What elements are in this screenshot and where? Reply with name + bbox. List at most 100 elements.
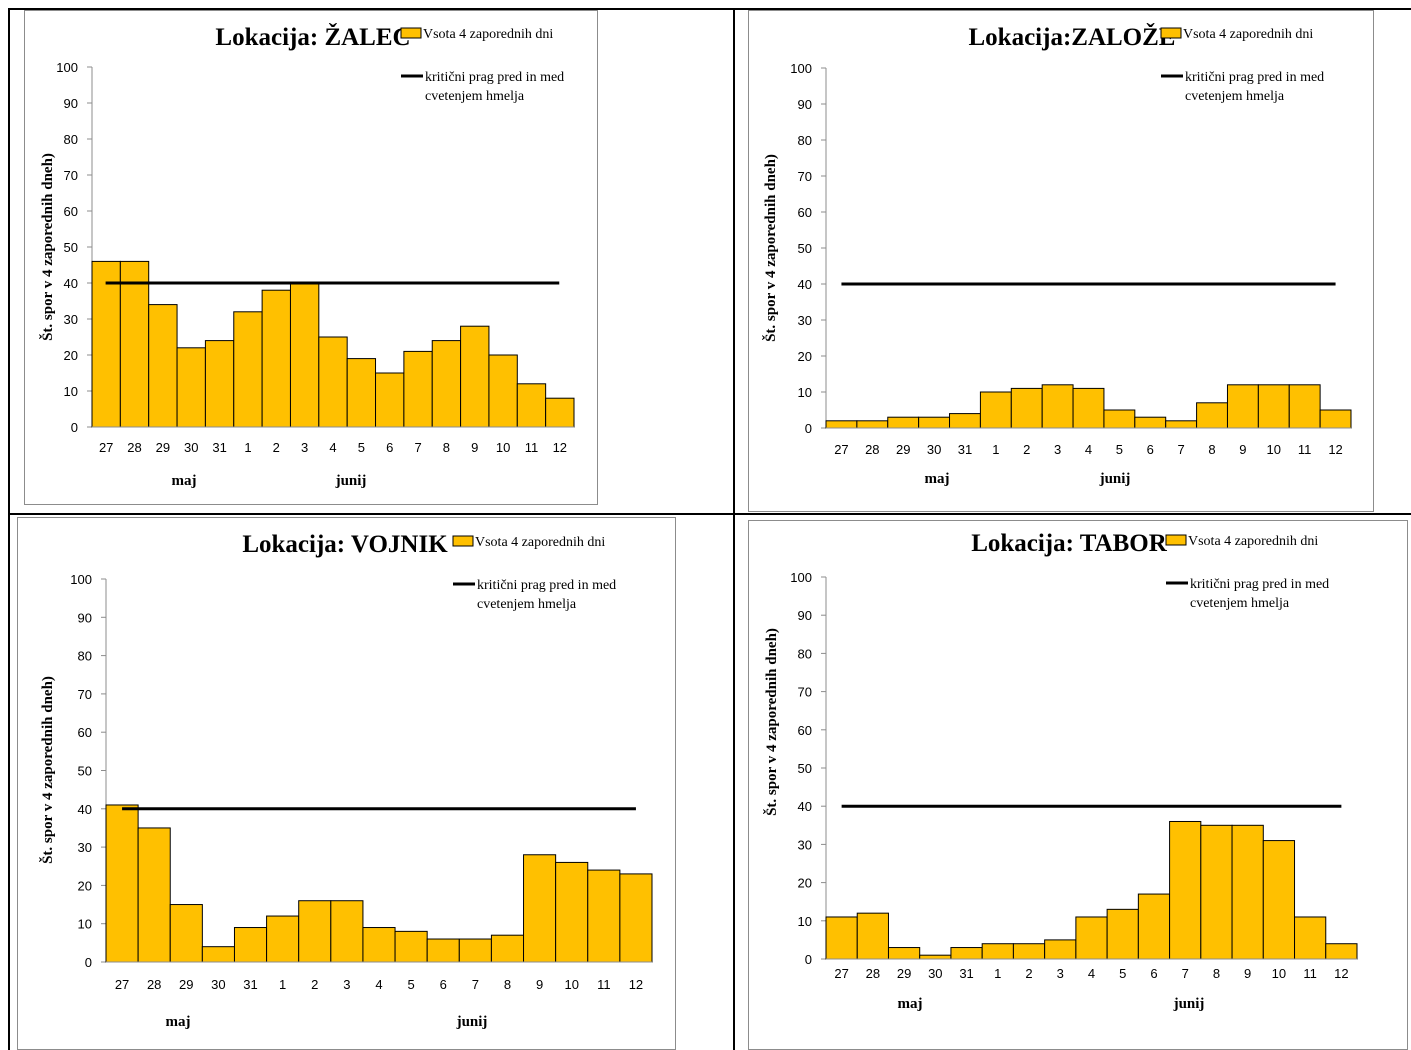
x-tick-label: 12 bbox=[553, 440, 567, 455]
y-tick-label: 10 bbox=[78, 917, 92, 932]
y-tick-label: 100 bbox=[790, 61, 812, 76]
bar bbox=[233, 311, 263, 428]
y-tick-label: 50 bbox=[78, 764, 92, 779]
y-axis-label: Št. spor v 4 zaporednih dneh) bbox=[39, 676, 56, 864]
legend-line-label: kritični prag pred in med bbox=[1190, 577, 1329, 592]
x-tick-label: 4 bbox=[1088, 966, 1095, 981]
y-tick-label: 40 bbox=[798, 799, 812, 814]
x-tick-label: 1 bbox=[244, 440, 251, 455]
bar bbox=[298, 900, 332, 963]
bar bbox=[1106, 908, 1139, 960]
legend-bar-swatch bbox=[452, 535, 474, 547]
bar bbox=[1257, 384, 1290, 429]
x-tick-label: 4 bbox=[1085, 442, 1092, 457]
bar bbox=[1231, 824, 1264, 960]
y-tick-label: 80 bbox=[64, 132, 78, 147]
bar bbox=[1010, 387, 1043, 429]
y-tick-label: 60 bbox=[64, 204, 78, 219]
x-tick-label: 12 bbox=[1334, 966, 1348, 981]
bar bbox=[488, 354, 518, 428]
chart-title: Lokacija:ZALOŽE bbox=[969, 23, 1176, 51]
table-divider-row bbox=[8, 513, 1411, 515]
x-tick-label: 8 bbox=[504, 977, 511, 992]
y-tick-label: 50 bbox=[64, 240, 78, 255]
y-axis-label: Št. spor v 4 zaporednih dneh) bbox=[39, 153, 56, 341]
x-tick-label: 6 bbox=[1150, 966, 1157, 981]
legend-bar-label: Vsota 4 zaporednih dni bbox=[1188, 534, 1318, 549]
x-tick-label: 29 bbox=[896, 442, 910, 457]
x-tick-label: 2 bbox=[1023, 442, 1030, 457]
y-tick-label: 20 bbox=[64, 348, 78, 363]
x-tick-label: 29 bbox=[156, 440, 170, 455]
x-tick-label: 29 bbox=[897, 966, 911, 981]
y-axis-label: Št. spor v 4 zaporednih dneh) bbox=[762, 154, 779, 342]
x-tick-label: 28 bbox=[866, 966, 880, 981]
x-tick-label: 4 bbox=[329, 440, 336, 455]
bar bbox=[460, 325, 490, 428]
legend-line-label: cvetenjem hmelja bbox=[1190, 596, 1290, 611]
y-tick-label: 100 bbox=[790, 570, 812, 585]
y-tick-label: 0 bbox=[71, 420, 78, 435]
y-tick-label: 60 bbox=[798, 205, 812, 220]
y-tick-label: 0 bbox=[805, 421, 812, 436]
bar bbox=[1044, 939, 1077, 960]
x-tick-label: 28 bbox=[147, 977, 161, 992]
x-tick-label: 30 bbox=[928, 966, 942, 981]
x-tick-label: 9 bbox=[1244, 966, 1251, 981]
x-tick-label: 31 bbox=[958, 442, 972, 457]
chart-title: Lokacija: ŽALEC bbox=[215, 23, 410, 51]
y-tick-label: 70 bbox=[78, 687, 92, 702]
y-tick-label: 90 bbox=[798, 97, 812, 112]
legend-line-label: kritični prag pred in med bbox=[477, 578, 616, 593]
chart-title: Lokacija: TABOR bbox=[971, 530, 1168, 557]
bar bbox=[1072, 387, 1105, 429]
bar bbox=[587, 869, 621, 963]
y-tick-label: 80 bbox=[798, 646, 812, 661]
y-tick-label: 40 bbox=[64, 276, 78, 291]
x-tick-label: 5 bbox=[1116, 442, 1123, 457]
y-axis-label: Št. spor v 4 zaporednih dneh) bbox=[763, 628, 780, 816]
legend-bar-label: Vsota 4 zaporednih dni bbox=[423, 27, 553, 42]
x-tick-label: 8 bbox=[1213, 966, 1220, 981]
table-border-left bbox=[8, 8, 10, 1050]
bar bbox=[261, 289, 291, 428]
legend-bar-label: Vsota 4 zaporednih dni bbox=[475, 535, 605, 550]
x-tick-label: 2 bbox=[311, 977, 318, 992]
x-tick-label: 11 bbox=[597, 977, 611, 992]
bar bbox=[1226, 384, 1259, 429]
x-tick-label: 10 bbox=[1272, 966, 1286, 981]
x-tick-label: 31 bbox=[212, 440, 226, 455]
table-border-top bbox=[8, 8, 1411, 10]
y-tick-label: 40 bbox=[798, 277, 812, 292]
x-tick-label: 11 bbox=[1298, 442, 1312, 457]
legend-line-label: kritični prag pred in med bbox=[1185, 70, 1324, 85]
legend-bar-label: Vsota 4 zaporednih dni bbox=[1183, 27, 1313, 42]
bar bbox=[856, 912, 889, 960]
bar bbox=[375, 372, 405, 428]
y-tick-label: 70 bbox=[64, 168, 78, 183]
x-tick-label: 6 bbox=[1147, 442, 1154, 457]
bar bbox=[394, 930, 428, 963]
x-tick-label: 5 bbox=[1119, 966, 1126, 981]
bar bbox=[1041, 384, 1074, 429]
x-tick-label: 9 bbox=[1239, 442, 1246, 457]
x-tick-label: 7 bbox=[1178, 442, 1185, 457]
month-label-junij: junij bbox=[1099, 471, 1131, 487]
bar bbox=[1169, 820, 1202, 960]
x-tick-label: 9 bbox=[471, 440, 478, 455]
y-tick-label: 30 bbox=[78, 840, 92, 855]
y-tick-label: 0 bbox=[805, 952, 812, 967]
y-tick-label: 30 bbox=[64, 312, 78, 327]
bar bbox=[289, 282, 320, 428]
chart-frame-tabor bbox=[748, 520, 1408, 1050]
x-tick-label: 6 bbox=[440, 977, 447, 992]
x-tick-label: 8 bbox=[443, 440, 450, 455]
x-tick-label: 30 bbox=[211, 977, 225, 992]
y-tick-label: 60 bbox=[78, 725, 92, 740]
y-tick-label: 60 bbox=[798, 723, 812, 738]
y-tick-label: 10 bbox=[798, 385, 812, 400]
bar bbox=[1325, 943, 1358, 960]
month-label-maj: maj bbox=[172, 473, 197, 489]
x-tick-label: 28 bbox=[127, 440, 141, 455]
